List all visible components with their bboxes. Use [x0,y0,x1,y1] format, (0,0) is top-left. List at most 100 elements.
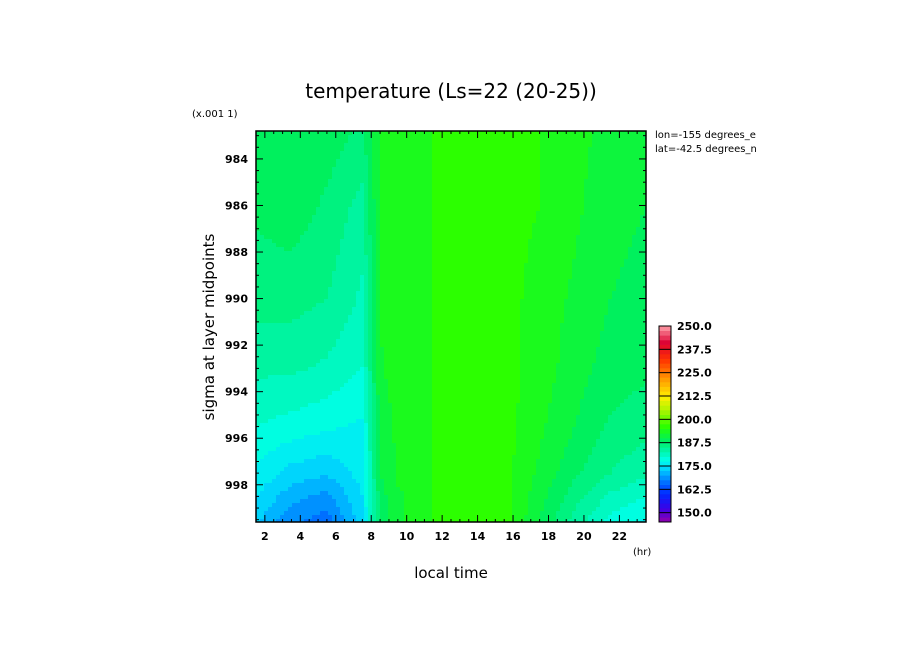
heatmap-cell [508,283,513,288]
heatmap-cell [548,243,553,248]
heatmap-cell [500,183,505,188]
heatmap-cell [516,223,521,228]
heatmap-cell [508,263,513,268]
heatmap-cell [300,247,305,252]
heatmap-cell [400,179,405,184]
heatmap-cell [624,263,629,268]
heatmap-cell [516,211,521,216]
heatmap-cell [596,275,601,280]
heatmap-cell [408,291,413,296]
heatmap-cell [408,231,413,236]
heatmap-cell [552,251,557,256]
heatmap-cell [400,231,405,236]
heatmap-cell [392,319,397,324]
heatmap-cell [256,223,261,228]
heatmap-cell [592,147,597,152]
heatmap-cell [488,315,493,320]
heatmap-cell [384,227,389,232]
heatmap-cell [516,219,521,224]
heatmap-cell [308,191,313,196]
heatmap-cell [392,131,397,136]
heatmap-cell [588,323,593,328]
heatmap-cell [324,139,329,144]
heatmap-cell [528,307,533,312]
heatmap-cell [408,199,413,204]
heatmap-cell [560,227,565,232]
heatmap-cell [516,227,521,232]
heatmap-cell [296,323,301,328]
heatmap-cell [268,275,273,280]
heatmap-cell [268,283,273,288]
heatmap-cell [456,315,461,320]
heatmap-cell [524,163,529,168]
heatmap-cell [344,167,349,172]
heatmap-cell [460,227,465,232]
heatmap-cell [532,131,537,136]
heatmap-cell [276,195,281,200]
heatmap-cell [340,235,345,240]
heatmap-cell [260,291,265,296]
heatmap-cell [444,183,449,188]
heatmap-cell [624,163,629,168]
heatmap-cell [456,287,461,292]
heatmap-cell [608,267,613,272]
heatmap-cell [640,311,645,316]
heatmap-cell [644,299,647,304]
heatmap-cell [512,287,517,292]
heatmap-cell [356,171,361,176]
heatmap-cell [428,167,433,172]
heatmap-cell [556,187,561,192]
heatmap-cell [644,283,647,288]
heatmap-cell [544,327,549,332]
heatmap-cell [484,219,489,224]
heatmap-cell [420,159,425,164]
heatmap-cell [592,247,597,252]
heatmap-cell [412,323,417,328]
heatmap-cell [388,311,393,316]
heatmap-cell [432,151,437,156]
heatmap-cell [256,307,261,312]
heatmap-cell [412,291,417,296]
heatmap-cell [356,307,361,312]
heatmap-cell [556,307,561,312]
heatmap-cell [500,271,505,276]
heatmap-cell [256,135,261,140]
heatmap-cell [308,247,313,252]
heatmap-cell [524,195,529,200]
heatmap-cell [564,175,569,180]
heatmap-cell [272,275,277,280]
heatmap-cell [340,207,345,212]
heatmap-cell [560,275,565,280]
heatmap-cell [340,271,345,276]
heatmap-cell [376,191,381,196]
heatmap-cell [548,211,553,216]
heatmap-cell [304,295,309,300]
heatmap-cell [540,223,545,228]
heatmap-cell [308,231,313,236]
heatmap-cell [576,315,581,320]
heatmap-cell [508,311,513,316]
heatmap-cell [400,139,405,144]
heatmap-cell [472,271,477,276]
heatmap-cell [444,327,449,332]
heatmap-cell [480,191,485,196]
heatmap-cell [628,199,633,204]
heatmap-cell [616,243,621,248]
heatmap-cell [448,167,453,172]
heatmap-cell [452,279,457,284]
heatmap-cell [360,287,365,292]
heatmap-cell [532,243,537,248]
heatmap-cell [628,187,633,192]
heatmap-cell [512,207,517,212]
heatmap-cell [388,331,393,336]
heatmap-cell [268,287,273,292]
heatmap-cell [456,259,461,264]
heatmap-cell [548,227,553,232]
heatmap-cell [540,139,545,144]
heatmap-cell [396,215,401,220]
heatmap-cell [504,319,509,324]
heatmap-cell [264,223,269,228]
heatmap-cell [532,211,537,216]
heatmap-cell [544,259,549,264]
heatmap-cell [540,155,545,160]
